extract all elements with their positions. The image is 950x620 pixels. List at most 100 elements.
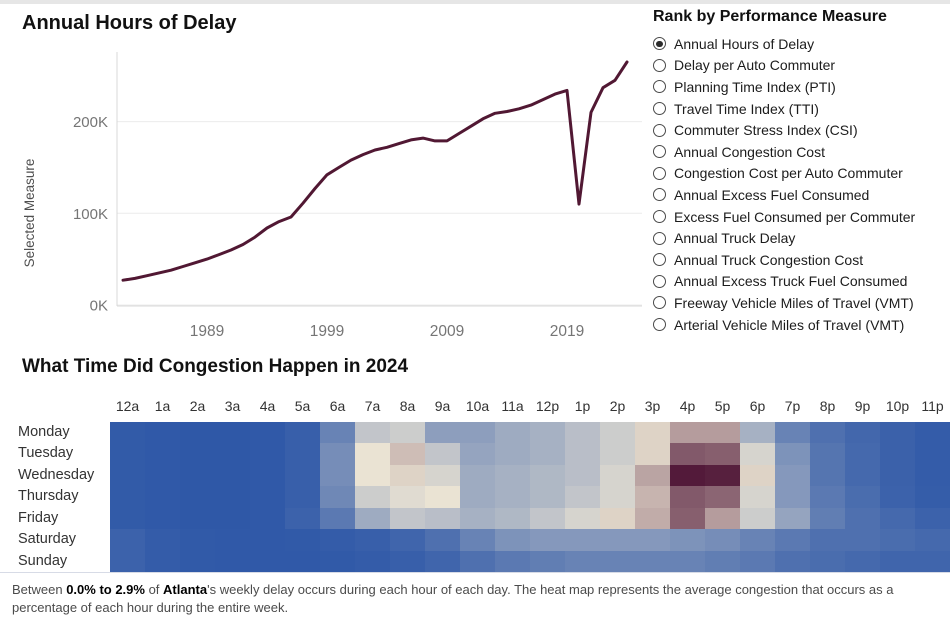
heatmap-cell[interactable] [775, 507, 810, 530]
heatmap-cell[interactable] [495, 550, 530, 572]
heatmap-cell[interactable] [915, 443, 950, 465]
heatmap-cell[interactable] [565, 443, 600, 465]
heatmap-cell[interactable] [460, 550, 495, 572]
heatmap-cell[interactable] [565, 422, 600, 444]
radio-option[interactable]: Annual Excess Fuel Consumed [653, 184, 950, 206]
heatmap-cell[interactable] [670, 507, 705, 530]
heatmap-cell[interactable] [285, 486, 320, 508]
heatmap-cell[interactable] [180, 464, 215, 487]
radio-unselected-icon[interactable] [653, 296, 666, 310]
heatmap-cell[interactable] [460, 507, 495, 530]
radio-unselected-icon[interactable] [653, 318, 666, 332]
heatmap-cell[interactable] [285, 550, 320, 572]
heatmap-cell[interactable] [880, 443, 915, 465]
radio-unselected-icon[interactable] [653, 188, 666, 202]
heatmap-cell[interactable] [530, 443, 565, 465]
heatmap-cell[interactable] [705, 464, 740, 487]
heatmap-cell[interactable] [775, 443, 810, 465]
heatmap-cell[interactable] [670, 422, 705, 444]
heatmap-cell[interactable] [180, 486, 215, 508]
heatmap-cell[interactable] [810, 443, 845, 465]
heatmap-cell[interactable] [180, 550, 215, 572]
heatmap-cell[interactable] [250, 529, 285, 551]
radio-unselected-icon[interactable] [653, 274, 666, 288]
heatmap-cell[interactable] [320, 486, 355, 508]
heatmap-cell[interactable] [530, 529, 565, 551]
heatmap-cell[interactable] [425, 550, 460, 572]
heatmap-cell[interactable] [915, 486, 950, 508]
heatmap-cell[interactable] [600, 422, 635, 444]
heatmap-cell[interactable] [670, 443, 705, 465]
radio-option[interactable]: Commuter Stress Index (CSI) [653, 119, 950, 141]
heatmap-cell[interactable] [845, 550, 880, 572]
heatmap-cell[interactable] [635, 507, 670, 530]
heatmap-cell[interactable] [110, 550, 145, 572]
heatmap-cell[interactable] [705, 507, 740, 530]
heatmap-cell[interactable] [880, 529, 915, 551]
heatmap-cell[interactable] [250, 550, 285, 572]
heatmap-cell[interactable] [775, 529, 810, 551]
heatmap-cell[interactable] [775, 464, 810, 487]
heatmap-cell[interactable] [565, 486, 600, 508]
radio-option[interactable]: Congestion Cost per Auto Commuter [653, 163, 950, 185]
heatmap-cell[interactable] [670, 486, 705, 508]
heatmap-cell[interactable] [600, 464, 635, 487]
heatmap-cell[interactable] [600, 529, 635, 551]
radio-option[interactable]: Excess Fuel Consumed per Commuter [653, 206, 950, 228]
heatmap-cell[interactable] [145, 529, 180, 551]
radio-unselected-icon[interactable] [653, 145, 666, 159]
radio-option[interactable]: Annual Truck Delay [653, 227, 950, 249]
heatmap-cell[interactable] [880, 550, 915, 572]
heatmap-cell[interactable] [110, 486, 145, 508]
heatmap-cell[interactable] [145, 422, 180, 444]
radio-unselected-icon[interactable] [653, 123, 666, 137]
heatmap-cell[interactable] [250, 443, 285, 465]
heatmap-cell[interactable] [180, 529, 215, 551]
heatmap-cell[interactable] [110, 422, 145, 444]
radio-option[interactable]: Planning Time Index (PTI) [653, 76, 950, 98]
heatmap-cell[interactable] [635, 529, 670, 551]
heatmap-cell[interactable] [880, 486, 915, 508]
heatmap-cell[interactable] [145, 507, 180, 530]
heatmap-cell[interactable] [285, 529, 320, 551]
heatmap-cell[interactable] [915, 507, 950, 530]
heatmap-cell[interactable] [565, 507, 600, 530]
heatmap-cell[interactable] [250, 422, 285, 444]
heatmap-cell[interactable] [215, 507, 250, 530]
heatmap-cell[interactable] [530, 486, 565, 508]
radio-option[interactable]: Annual Hours of Delay [653, 33, 950, 55]
heatmap-cell[interactable] [320, 422, 355, 444]
heatmap-cell[interactable] [845, 529, 880, 551]
heatmap-cell[interactable] [530, 550, 565, 572]
heatmap-cell[interactable] [915, 529, 950, 551]
heatmap-cell[interactable] [425, 464, 460, 487]
heatmap-cell[interactable] [495, 507, 530, 530]
heatmap-cell[interactable] [670, 464, 705, 487]
heatmap-cell[interactable] [635, 550, 670, 572]
heatmap-cell[interactable] [600, 550, 635, 572]
heatmap-cell[interactable] [915, 550, 950, 572]
heatmap-cell[interactable] [845, 507, 880, 530]
heatmap-cell[interactable] [320, 529, 355, 551]
heatmap-cell[interactable] [215, 464, 250, 487]
heatmap-cell[interactable] [180, 443, 215, 465]
heatmap-cell[interactable] [600, 507, 635, 530]
heatmap-cell[interactable] [355, 486, 390, 508]
heatmap-cell[interactable] [215, 550, 250, 572]
heatmap-cell[interactable] [810, 422, 845, 444]
heatmap-cell[interactable] [355, 550, 390, 572]
heatmap-cell[interactable] [180, 507, 215, 530]
heatmap-cell[interactable] [495, 486, 530, 508]
heatmap-cell[interactable] [320, 507, 355, 530]
heatmap-cell[interactable] [740, 550, 775, 572]
heatmap-cell[interactable] [530, 507, 565, 530]
heatmap-cell[interactable] [250, 507, 285, 530]
heatmap-cell[interactable] [460, 464, 495, 487]
heatmap-cell[interactable] [600, 443, 635, 465]
radio-option[interactable]: Freeway Vehicle Miles of Travel (VMT) [653, 292, 950, 314]
heatmap-cell[interactable] [355, 422, 390, 444]
radio-option[interactable]: Delay per Auto Commuter [653, 55, 950, 77]
heatmap-cell[interactable] [110, 464, 145, 487]
radio-unselected-icon[interactable] [653, 58, 666, 72]
heatmap-cell[interactable] [145, 443, 180, 465]
